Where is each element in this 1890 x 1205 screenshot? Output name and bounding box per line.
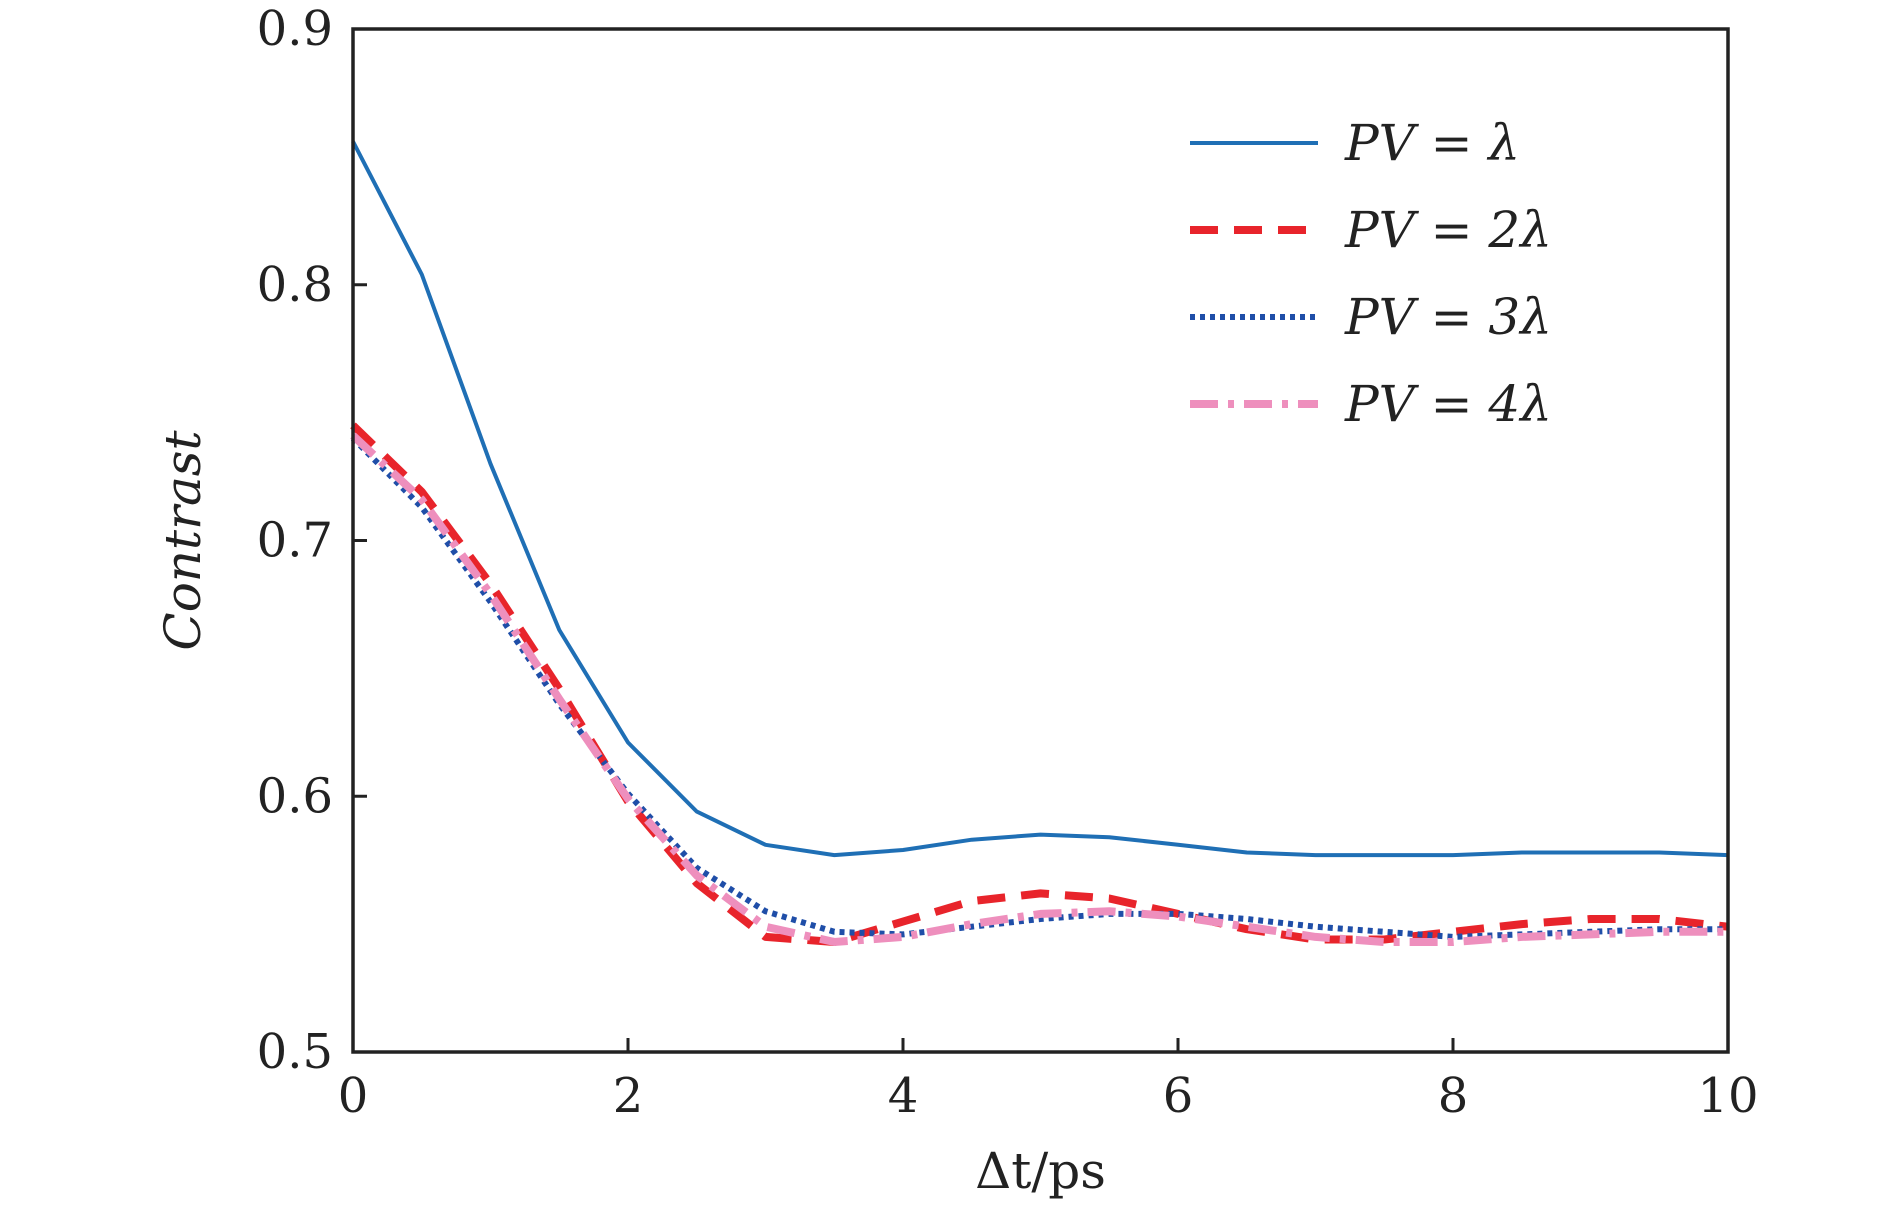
x-tick-label: 10: [1697, 1068, 1758, 1124]
x-tick-label: 6: [1163, 1068, 1194, 1124]
y-tick-label: 0.5: [257, 1024, 333, 1080]
plot-frame: [351, 27, 1730, 1054]
y-tick-label: 0.8: [257, 257, 333, 313]
legend-label-2: PV = 2λ: [1344, 201, 1552, 259]
series-line-1: [351, 140, 1729, 858]
y-tick-label: 0.6: [257, 768, 333, 824]
legend-label-3: PV = 3λ: [1344, 288, 1552, 346]
legend: PV = λ PV = 2λ PV = 3λ PV = 4λ: [1190, 114, 1552, 433]
x-tick-label: 4: [888, 1068, 919, 1124]
tick-layer: [351, 27, 1730, 1054]
y-tick-label: 0.9: [257, 1, 333, 57]
legend-label-1: PV = λ: [1344, 114, 1520, 172]
x-tick-label: 0: [338, 1068, 369, 1124]
legend-label-4: PV = 4λ: [1344, 375, 1552, 433]
x-tick-label: 2: [613, 1068, 644, 1124]
y-tick-label: 0.7: [257, 513, 333, 569]
y-axis-title: Contrast: [154, 430, 212, 651]
x-tick-label: 8: [1438, 1068, 1469, 1124]
series-line-4: [350, 432, 1728, 946]
x-axis-title: Δt/ps: [975, 1142, 1106, 1200]
series-line-2: [350, 422, 1729, 946]
series-layer: [350, 140, 1729, 946]
x-tick-labels: 0 2 4 6 8 10: [338, 1068, 1759, 1124]
series-line-3: [350, 436, 1728, 940]
y-tick-labels: 0.5 0.6 0.7 0.8 0.9: [257, 1, 333, 1080]
